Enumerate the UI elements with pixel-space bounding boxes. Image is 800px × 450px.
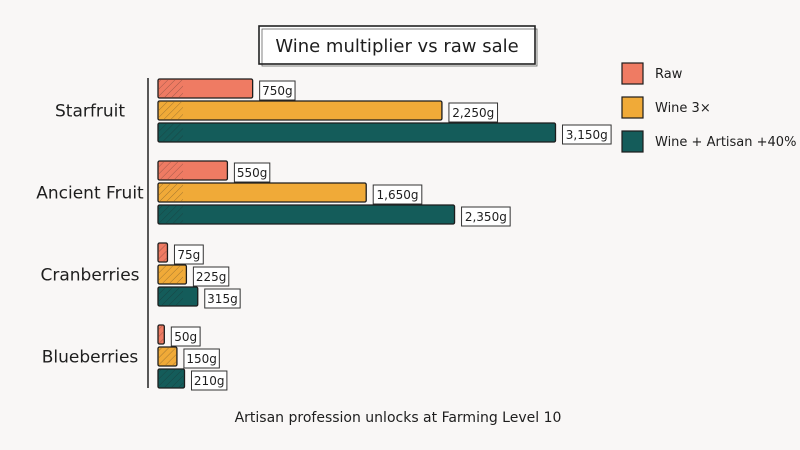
bar-group: 1,650g: [157, 182, 423, 205]
bar-group: 3,150g: [157, 122, 612, 145]
bar-hatch: [159, 162, 183, 179]
category-labels: Starfruit Ancient Fruit Cranberries Blueber…: [36, 102, 144, 368]
data-label-box: [191, 370, 228, 391]
category-label-ancient-fruit: Ancient Fruit: [36, 184, 144, 204]
legend-swatch: [621, 96, 644, 119]
legend-item-0: Raw: [621, 62, 683, 85]
bar-hatch: [159, 244, 167, 261]
category-label-starfruit: Starfruit: [55, 102, 125, 122]
legend-swatch: [621, 62, 644, 85]
bar-starfruit-2: [157, 122, 557, 143]
data-label-box: [173, 244, 204, 265]
bar-hatch: [159, 124, 183, 141]
bar-group: 75g: [157, 242, 204, 265]
bar-group: 315g: [157, 286, 241, 309]
data-label: 550g: [237, 166, 268, 180]
data-label: 150g: [186, 352, 217, 366]
legend-label: Wine + Artisan +40%: [655, 135, 796, 150]
bar-hatch: [159, 102, 183, 119]
data-label-box: [183, 348, 220, 369]
bar-ancient-fruit-1: [157, 182, 367, 203]
bar-hatch: [159, 184, 183, 201]
footnote: Artisan profession unlocks at Farming Le…: [235, 410, 562, 426]
data-label-box: [170, 326, 201, 347]
chart-title: Wine multiplier vs raw sale: [275, 36, 518, 57]
chart-title-box: Wine multiplier vs raw sale: [258, 25, 538, 67]
bar-group: 225g: [157, 264, 230, 287]
bar-hatch: [159, 80, 183, 97]
data-label-box: [204, 288, 241, 309]
category-label-blueberries: Blueberries: [42, 348, 139, 368]
legend-label: Wine 3×: [655, 101, 711, 116]
bar-group: 750g: [157, 78, 296, 101]
data-label-box: [192, 266, 230, 287]
legend-swatch: [621, 130, 644, 153]
data-label-box: [259, 80, 296, 101]
bar-hatch: [159, 266, 183, 283]
title-frame: [258, 25, 536, 65]
data-label-box: [372, 184, 423, 205]
bar-hatch: [159, 288, 183, 305]
data-label: 75g: [177, 248, 200, 262]
bar-ancient-fruit-2: [157, 204, 456, 225]
data-label: 3,150g: [566, 128, 608, 142]
data-label: 1,650g: [377, 188, 419, 202]
data-label: 2,350g: [465, 210, 507, 224]
data-label-box: [233, 162, 271, 183]
bar-group: 150g: [157, 346, 220, 369]
data-label: 225g: [196, 270, 227, 284]
data-label: 750g: [262, 84, 293, 98]
bar-hatch: [159, 348, 176, 365]
data-label-box: [461, 206, 511, 227]
data-label: 210g: [194, 374, 225, 388]
data-label-box: [448, 102, 499, 123]
data-label: 50g: [174, 330, 197, 344]
legend-item-1: Wine 3×: [621, 96, 711, 119]
bar-group: 2,250g: [157, 100, 499, 123]
bar-group: 2,350g: [157, 204, 511, 227]
bar-group: 210g: [157, 368, 228, 391]
data-label-box: [562, 124, 612, 145]
title-frame-sketch: [261, 28, 538, 67]
legend-label: Raw: [655, 67, 683, 82]
bar-starfruit-1: [157, 100, 443, 121]
legend-item-2: Wine + Artisan +40%: [621, 130, 796, 153]
bar-hatch: [159, 206, 183, 223]
bar-group: 550g: [157, 160, 271, 183]
bar-hatch: [159, 370, 183, 387]
legend: Raw Wine 3× Wine + Artisan +40%: [621, 62, 796, 153]
data-label: 2,250g: [452, 106, 494, 120]
bar-hatch: [159, 326, 164, 343]
bar-group: 50g: [157, 324, 201, 347]
data-label: 315g: [207, 292, 238, 306]
category-label-cranberries: Cranberries: [40, 266, 139, 286]
bars-layer: 750g 2,250g 3,150g 550g 1,650g 2,350g 75g 225g 3…: [157, 78, 612, 391]
